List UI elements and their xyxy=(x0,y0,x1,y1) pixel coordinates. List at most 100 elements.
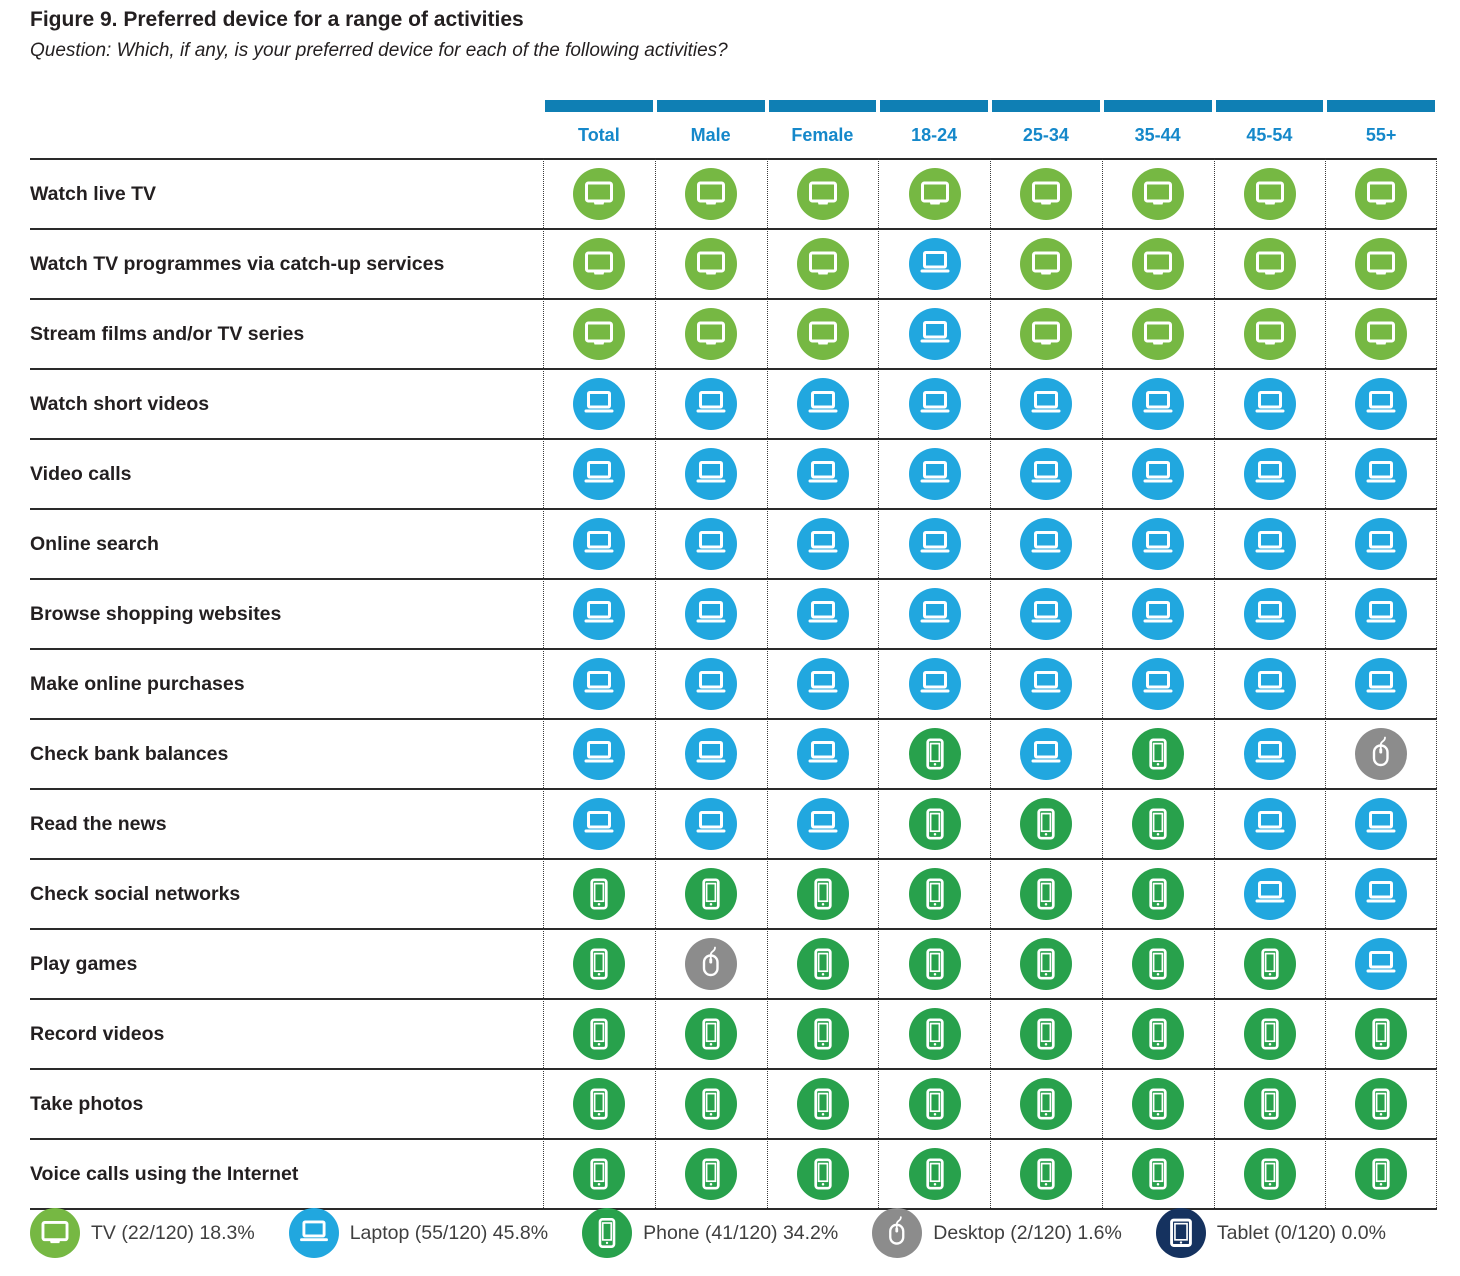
table-cell xyxy=(878,578,990,648)
table-cell xyxy=(990,648,1102,718)
laptop-icon xyxy=(1132,658,1184,710)
row-label: Watch live TV xyxy=(30,158,543,228)
table-cell xyxy=(1325,718,1437,788)
table-cell xyxy=(543,508,655,578)
laptop-icon xyxy=(1020,378,1072,430)
table-cell xyxy=(543,228,655,298)
header-bar xyxy=(1103,100,1212,112)
phone-icon xyxy=(909,1078,961,1130)
table-cell xyxy=(766,368,879,438)
table-cell xyxy=(1325,578,1437,648)
tv-icon xyxy=(1244,308,1296,360)
table-cell xyxy=(766,1068,879,1138)
legend-item: Desktop (2/120) 1.6% xyxy=(872,1208,1122,1258)
laptop-icon xyxy=(1132,518,1184,570)
legend-label: Tablet (0/120) 0.0% xyxy=(1216,1221,1386,1244)
column-header: 55+ xyxy=(1365,124,1397,145)
phone-icon xyxy=(1020,1008,1072,1060)
tv-icon xyxy=(573,168,625,220)
laptop-icon xyxy=(573,728,625,780)
table-cell xyxy=(878,648,990,718)
table-cell xyxy=(1325,298,1437,368)
phone-icon xyxy=(1355,1078,1407,1130)
phone-icon xyxy=(909,798,961,850)
laptop-icon xyxy=(573,798,625,850)
table-cell xyxy=(1101,1068,1214,1138)
tv-icon xyxy=(1020,308,1072,360)
table-cell xyxy=(1213,718,1326,788)
table-cell xyxy=(878,788,990,858)
phone-icon xyxy=(573,1078,625,1130)
table-cell xyxy=(1101,298,1214,368)
laptop-icon xyxy=(685,798,737,850)
laptop-icon xyxy=(909,378,961,430)
laptop-icon xyxy=(797,588,849,640)
tablet-icon xyxy=(1156,1208,1206,1258)
phone-icon xyxy=(797,1148,849,1200)
figure-title: Figure 9. Preferred device for a range o… xyxy=(30,8,524,31)
table-cell xyxy=(766,438,879,508)
laptop-icon xyxy=(573,378,625,430)
legend-item: Tablet (0/120) 0.0% xyxy=(1156,1208,1386,1258)
laptop-icon xyxy=(1355,378,1407,430)
header-bar xyxy=(1215,100,1324,112)
row-label: Make online purchases xyxy=(30,648,543,718)
table-cell xyxy=(766,998,879,1068)
tv-icon xyxy=(573,238,625,290)
legend-item: Laptop (55/120) 45.8% xyxy=(289,1208,548,1258)
laptop-icon xyxy=(573,588,625,640)
header-bar-segment xyxy=(990,100,1102,112)
table-cell xyxy=(1213,158,1326,228)
phone-icon xyxy=(1132,1148,1184,1200)
table-cell xyxy=(1325,788,1437,858)
table-cell xyxy=(878,158,990,228)
table-cell xyxy=(543,578,655,648)
legend-label: Desktop (2/120) 1.6% xyxy=(933,1221,1122,1244)
tv-icon xyxy=(797,238,849,290)
table-cell xyxy=(878,998,990,1068)
phone-icon xyxy=(797,868,849,920)
laptop-icon xyxy=(1355,448,1407,500)
table-cell xyxy=(1213,368,1326,438)
table-cell xyxy=(990,158,1102,228)
table-cell xyxy=(1213,998,1326,1068)
table-cell xyxy=(1325,508,1437,578)
tv-icon xyxy=(1132,308,1184,360)
phone-icon xyxy=(573,1148,625,1200)
table-cell xyxy=(543,928,655,998)
row-label: Read the news xyxy=(30,788,543,858)
phone-icon xyxy=(909,938,961,990)
phone-icon xyxy=(909,1008,961,1060)
laptop-icon xyxy=(1244,728,1296,780)
table-cell xyxy=(1325,228,1437,298)
table-cell xyxy=(654,298,767,368)
phone-icon xyxy=(1132,938,1184,990)
laptop-icon xyxy=(1244,518,1296,570)
table-cell xyxy=(1213,578,1326,648)
table-cell xyxy=(990,718,1102,788)
table-cell xyxy=(1101,1138,1214,1208)
header-bar xyxy=(1327,100,1435,112)
laptop-icon xyxy=(685,378,737,430)
table-cell xyxy=(1213,298,1326,368)
table-cell xyxy=(878,508,990,578)
phone-icon xyxy=(1020,868,1072,920)
phone-icon xyxy=(909,728,961,780)
phone-icon xyxy=(685,868,737,920)
table-cell xyxy=(1213,788,1326,858)
header-bar-segment xyxy=(767,100,879,112)
table-cell xyxy=(654,1068,767,1138)
laptop-icon xyxy=(1355,658,1407,710)
table-cell xyxy=(543,718,655,788)
table-cell xyxy=(990,858,1102,928)
tv-icon xyxy=(797,168,849,220)
laptop-icon xyxy=(909,658,961,710)
table-cell xyxy=(878,228,990,298)
table-cell xyxy=(766,718,879,788)
table-cell xyxy=(766,578,879,648)
row-label: Watch short videos xyxy=(30,368,543,438)
table-cell xyxy=(1325,158,1437,228)
laptop-icon xyxy=(1355,798,1407,850)
table-cell xyxy=(543,858,655,928)
table-cell xyxy=(878,718,990,788)
